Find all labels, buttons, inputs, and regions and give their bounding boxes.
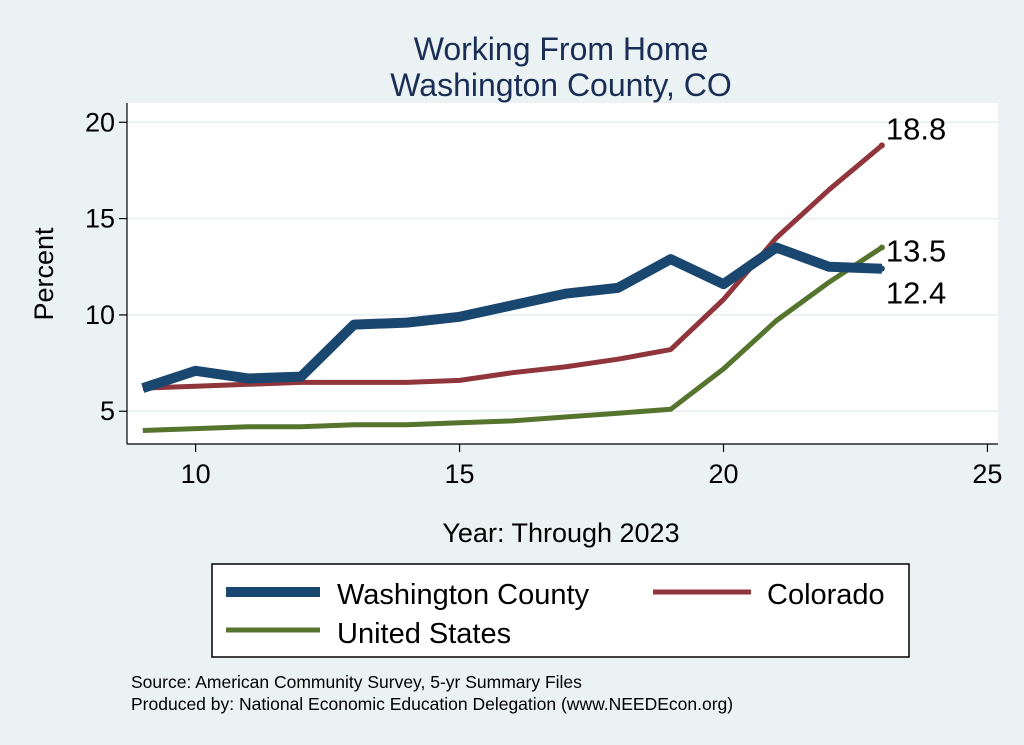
producer-line: Produced by: National Economic Education… (131, 694, 733, 714)
x-tick-label: 25 (972, 459, 1002, 489)
x-tick-label: 20 (708, 459, 738, 489)
end-value-label: 13.5 (886, 233, 946, 268)
end-value-label: 18.8 (886, 111, 946, 146)
y-tick-label: 5 (100, 396, 115, 426)
y-tick-label: 15 (85, 204, 115, 234)
end-point-marker (878, 244, 885, 251)
series-line-washington-county (141, 242, 883, 393)
legend-box (211, 563, 910, 658)
end-value-label: 12.4 (886, 276, 946, 311)
legend: Washington County Colorado United States (211, 563, 910, 658)
end-labels: 12.4 18.8 13.5 (878, 111, 946, 311)
x-tick-label: 10 (181, 459, 211, 489)
series-lines (141, 143, 884, 433)
x-tick-label: 15 (445, 459, 475, 489)
plot-area (127, 103, 998, 444)
end-point-marker (878, 142, 885, 149)
chart-title: Working From Home (414, 31, 709, 67)
x-axis-title: Year: Through 2023 (442, 518, 679, 548)
legend-label: United States (337, 618, 511, 650)
y-axis-title: Percent (29, 227, 59, 321)
axes (119, 103, 998, 452)
source-line: Source: American Community Survey, 5-yr … (131, 672, 582, 692)
series-line-united-states (142, 245, 884, 433)
legend-label: Colorado (767, 579, 885, 611)
legend-label: Washington County (337, 579, 590, 611)
y-tick-label: 20 (85, 107, 115, 137)
end-point-marker (878, 265, 885, 272)
y-tick-label: 10 (85, 300, 115, 330)
chart-subtitle: Washington County, CO (390, 67, 731, 103)
gridlines (127, 121, 998, 412)
tick-labels: 5 10 15 20 10 15 20 25 (85, 107, 1003, 489)
